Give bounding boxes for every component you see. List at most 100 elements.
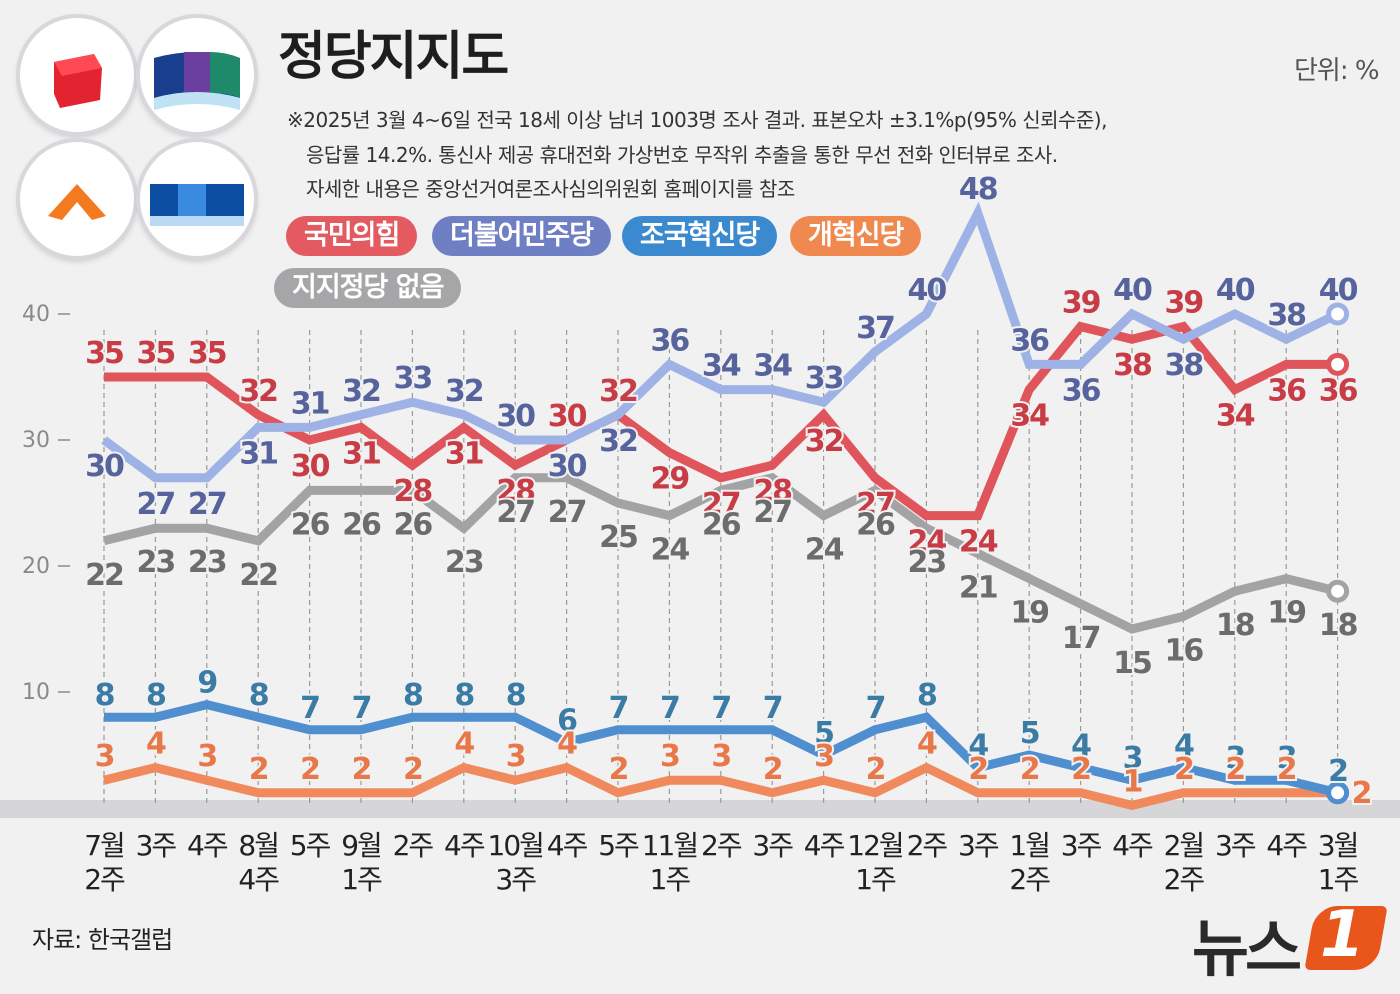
- data-label-dp: 36: [1010, 323, 1049, 358]
- data-label-rebuild: 3: [1123, 741, 1142, 776]
- data-label-rebuild: 9: [197, 666, 216, 701]
- data-label-dp: 37: [856, 311, 894, 346]
- data-label-ppp: 39: [1062, 286, 1100, 321]
- data-label-reform: 2: [1225, 752, 1244, 787]
- data-label-ppp: 32: [239, 374, 277, 409]
- data-label-none: 23: [137, 545, 175, 580]
- data-label-none: 26: [342, 507, 381, 542]
- data-label-ppp: 31: [342, 436, 380, 471]
- data-label-dp: 30: [548, 449, 587, 484]
- survey-note-line-1: ※2025년 3월 4~6일 전국 18세 이상 남녀 1003명 조사 결과.…: [287, 108, 1107, 132]
- data-label-rebuild: 7: [609, 691, 628, 726]
- data-label-none: 26: [291, 507, 330, 542]
- data-label-ppp: 27: [856, 487, 894, 522]
- data-label-rebuild: 8: [506, 678, 526, 713]
- y-tick-label: 30: [22, 428, 50, 453]
- data-label-rebuild: 3: [1277, 741, 1296, 776]
- data-label-none: 19: [1010, 596, 1048, 631]
- data-label-dp: 40: [1319, 273, 1358, 308]
- data-label-ppp: 34: [1010, 399, 1049, 434]
- data-label-ppp: 32: [599, 374, 637, 409]
- data-label-reform: 1: [1123, 764, 1142, 799]
- data-label-none: 24: [651, 533, 690, 568]
- x-tick-label: 1주: [1318, 863, 1359, 896]
- x-tick-label: 2주: [701, 829, 742, 862]
- data-label-reform: 4: [917, 727, 937, 762]
- data-label-none: 26: [702, 507, 741, 542]
- data-label-reform: 2: [1352, 776, 1371, 811]
- series-line-rebuild: [104, 699, 1339, 798]
- data-label-reform: 2: [609, 752, 628, 787]
- data-label-none: 23: [188, 545, 226, 580]
- data-label-dp: 32: [342, 374, 380, 409]
- data-label-ppp: 32: [805, 424, 843, 459]
- x-tick-label: 2주: [84, 863, 125, 896]
- data-label-reform: 3: [814, 739, 833, 774]
- x-tick-label: 5주: [598, 829, 639, 862]
- data-label-none: 26: [856, 507, 895, 542]
- x-tick-label: 3주: [1061, 829, 1102, 862]
- data-label-dp: 31: [239, 436, 277, 471]
- data-label-none: 23: [445, 545, 483, 580]
- series-line-dp: [101, 201, 1340, 483]
- x-tick-label: 4주: [444, 829, 485, 862]
- data-label-ppp: 39: [1165, 286, 1203, 321]
- data-label-reform: 4: [146, 727, 166, 762]
- y-tick-label: 20: [22, 554, 50, 579]
- x-tick-label: 1주: [341, 863, 382, 896]
- data-label-none: 15: [1113, 646, 1151, 681]
- data-label-ppp: 28: [394, 474, 433, 509]
- data-label-ppp: 35: [137, 336, 175, 371]
- x-tick-label: 3월: [1318, 829, 1358, 862]
- data-label-dp: 40: [1216, 273, 1255, 308]
- data-label-none: 21: [959, 570, 997, 605]
- x-tick-label: 3주: [136, 829, 177, 862]
- data-label-reform: 2: [352, 752, 371, 787]
- source-label: 자료: 한국갤럽: [32, 926, 173, 954]
- x-tick-label: 2주: [393, 829, 434, 862]
- data-label-ppp: 35: [188, 336, 226, 371]
- x-tick-label: 2주: [1009, 863, 1050, 896]
- data-label-dp: 34: [753, 349, 792, 384]
- data-label-ppp: 24: [959, 525, 998, 560]
- data-label-none: 27: [753, 495, 791, 530]
- data-label-ppp: 36: [1267, 373, 1306, 408]
- x-tick-label: 4주: [547, 829, 588, 862]
- x-tick-label: 2월: [1164, 829, 1204, 862]
- legend-no-party: 지지정당 없음: [274, 268, 462, 308]
- data-label-reform: 2: [300, 752, 319, 787]
- series-line-none: [102, 472, 1339, 634]
- data-label-ppp: 28: [753, 474, 792, 509]
- series-end-marker-none: [1326, 579, 1350, 603]
- unit-label: 단위: %: [1294, 56, 1380, 86]
- data-label-rebuild: 5: [1020, 716, 1039, 751]
- data-label-none: 22: [239, 558, 277, 593]
- data-label-reform: 2: [763, 752, 782, 787]
- x-tick-label: 11월: [642, 829, 697, 862]
- reform-emblem: [20, 142, 134, 256]
- x-tick-label: 4주: [1266, 829, 1307, 862]
- data-label-reform: 4: [454, 727, 474, 762]
- data-label-reform: 2: [1020, 752, 1039, 787]
- y-tick-label: 10: [22, 680, 50, 705]
- data-label-dp: 31: [291, 386, 329, 421]
- data-label-rebuild: 7: [711, 691, 730, 726]
- data-label-dp: 40: [908, 273, 947, 308]
- data-label-rebuild: 3: [1225, 741, 1244, 776]
- x-tick-label: 7월: [84, 829, 124, 862]
- data-label-none: 23: [908, 545, 946, 580]
- data-label-ppp: 34: [1216, 399, 1255, 434]
- x-tick-label: 3주: [1215, 829, 1256, 862]
- data-label-reform: 3: [95, 739, 114, 774]
- y-tick-label: 40: [22, 302, 50, 327]
- data-label-ppp: 30: [291, 449, 330, 484]
- x-tick-label: 8월: [238, 829, 278, 862]
- data-label-rebuild: 7: [866, 691, 885, 726]
- brand-logo-text: 뉴스: [1192, 912, 1302, 985]
- series-end-marker-ppp: [1326, 352, 1350, 376]
- data-label-rebuild: 8: [917, 678, 937, 713]
- data-label-dp: 36: [1062, 373, 1101, 408]
- x-tick-label: 4주: [238, 863, 279, 896]
- data-label-dp: 34: [702, 349, 741, 384]
- data-label-ppp: 35: [85, 336, 123, 371]
